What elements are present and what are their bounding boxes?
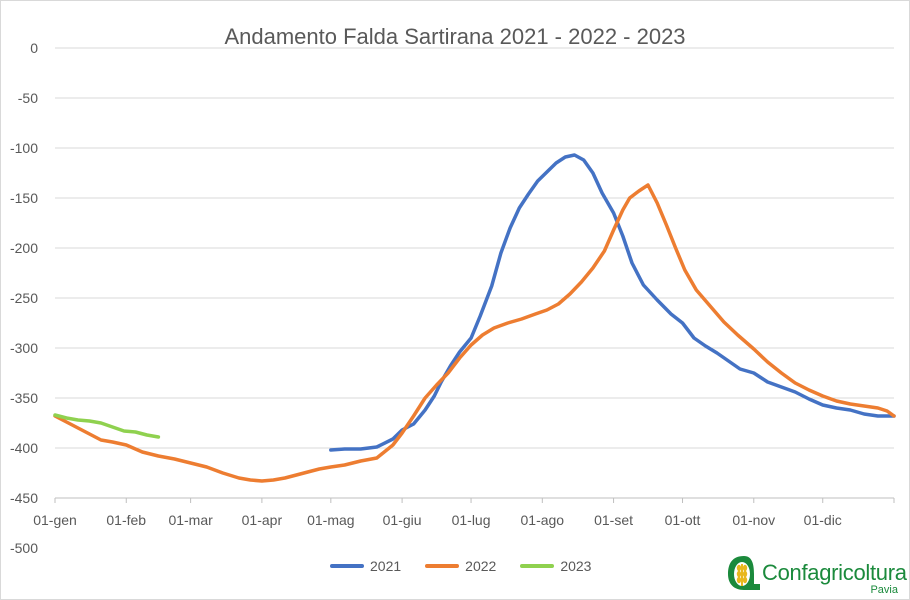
y-tick-label: -300 — [10, 340, 38, 356]
x-tick-label: 01-feb — [106, 512, 146, 528]
y-tick-label: -250 — [10, 290, 38, 306]
chart-title: Andamento Falda Sartirana 2021 - 2022 - … — [224, 24, 686, 49]
x-axis — [54, 497, 895, 503]
legend-item-2023: 2023 — [520, 558, 591, 574]
confagricoltura-logo: Confagricoltura Pavia — [724, 552, 907, 596]
legend-swatch — [425, 564, 460, 568]
x-tick-label: 01-set — [594, 512, 633, 528]
series-lines — [53, 153, 896, 483]
gridlines — [55, 47, 894, 449]
x-tick-label: 01-gen — [33, 512, 77, 528]
x-axis-ticks: 01-gen 01-feb 01-mar 01-apr 01-mag 01-giu 01-l… — [33, 512, 842, 528]
series-line-2022 — [53, 183, 896, 483]
wheat-icon — [728, 556, 760, 590]
y-tick-label: -400 — [10, 440, 38, 456]
legend-swatch — [330, 564, 364, 568]
x-tick-label: 01-nov — [732, 512, 775, 528]
chart-legend: 2021 2022 2023 — [330, 558, 591, 574]
legend-label: 2022 — [465, 558, 497, 574]
y-tick-label: -350 — [10, 390, 38, 406]
y-tick-label: -150 — [10, 190, 38, 206]
y-tick-label: -500 — [10, 540, 38, 556]
logo-name: Confagricoltura — [762, 560, 907, 585]
x-tick-label: 01-mar — [168, 512, 213, 528]
x-tick-label: 01-lug — [452, 512, 491, 528]
x-tick-label: 01-mag — [307, 512, 354, 528]
x-tick-label: 01-dic — [804, 512, 842, 528]
legend-label: 2021 — [370, 558, 402, 574]
x-tick-label: 01-ago — [521, 512, 565, 528]
legend-label: 2023 — [560, 558, 592, 574]
x-tick-label: 01-ott — [665, 512, 701, 528]
y-tick-label: -450 — [10, 490, 38, 506]
y-tick-label: -200 — [10, 240, 38, 256]
y-tick-label: -100 — [10, 140, 38, 156]
x-tick-label: 01-giu — [383, 512, 422, 528]
legend-swatch — [520, 564, 555, 568]
series-line-2023 — [53, 413, 161, 439]
x-tick-label: 01-apr — [242, 512, 283, 528]
y-axis-ticks: 0 -50 -100 -150 -200 -250 -300 -350 -400 -450 -500 — [10, 40, 38, 556]
logo-subtitle: Pavia — [870, 584, 898, 596]
legend-item-2022: 2022 — [425, 558, 496, 574]
y-tick-label: 0 — [30, 40, 38, 56]
series-line-2021 — [329, 153, 896, 452]
legend-item-2021: 2021 — [330, 558, 401, 574]
y-tick-label: -50 — [18, 90, 38, 106]
